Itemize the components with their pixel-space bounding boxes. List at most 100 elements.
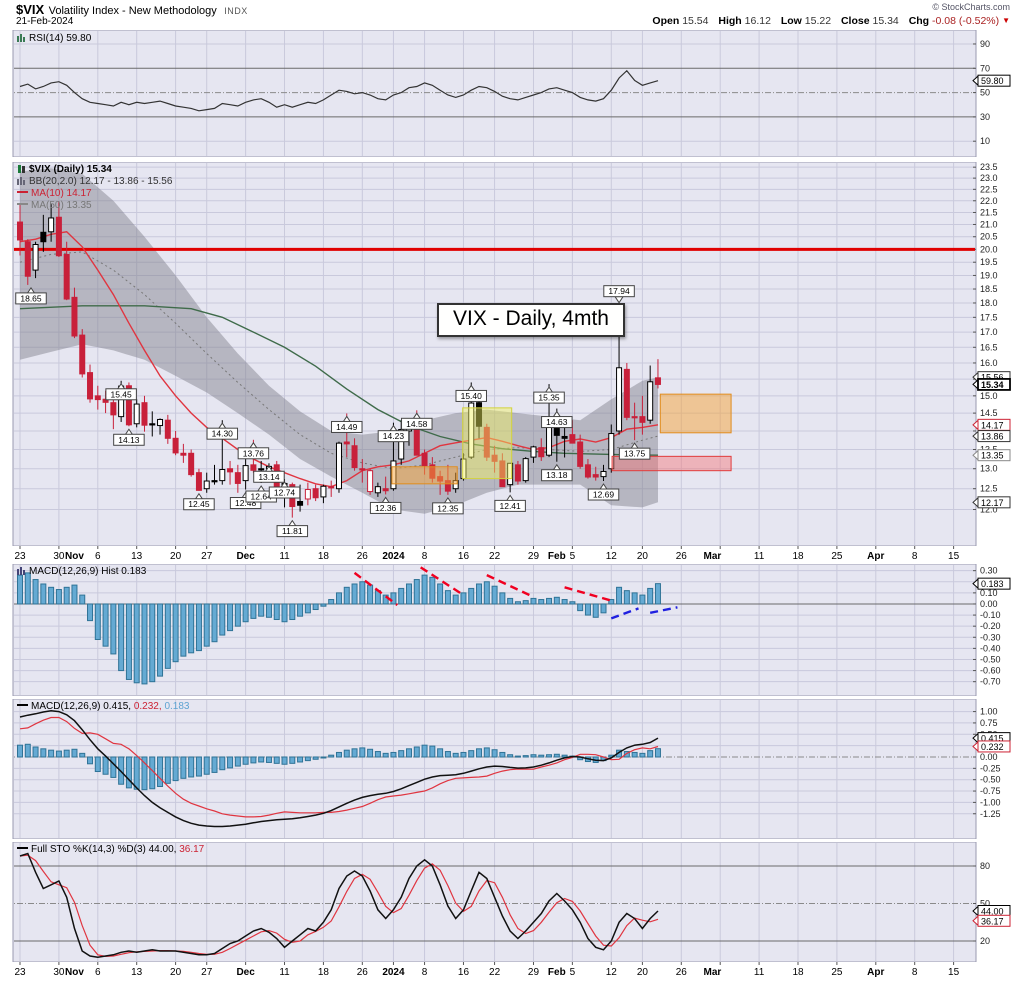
rsi-panel: 90 70 50 30 10 59.80 [12, 30, 1011, 157]
svg-text:12.69: 12.69 [593, 490, 615, 500]
svg-text:6: 6 [95, 967, 101, 978]
svg-text:12.5: 12.5 [980, 484, 998, 494]
svg-text:12.64: 12.64 [251, 492, 273, 502]
hist-panel: 0.30 0.100.00-0.10-0.20-0.30-0.40-0.50 -0.… [12, 564, 1011, 696]
macd-value: 0.415, [103, 701, 132, 712]
svg-text:19.5: 19.5 [980, 257, 998, 267]
chart-annotation-title: VIX - Daily, 4mth [437, 303, 625, 337]
blue-trendline [610, 607, 639, 620]
vix-legend: $VIX (Daily) 15.34 [29, 164, 112, 175]
svg-text:12.48: 12.48 [235, 498, 257, 508]
svg-text:26: 26 [676, 967, 688, 978]
svg-text:Nov: Nov [65, 967, 84, 978]
svg-text:80: 80 [980, 861, 990, 871]
svg-text:6: 6 [95, 551, 101, 562]
svg-text:27: 27 [201, 967, 213, 978]
svg-text:30: 30 [53, 551, 65, 562]
svg-text:27: 27 [201, 551, 213, 562]
svg-text:5: 5 [570, 551, 576, 562]
svg-text:8: 8 [912, 551, 918, 562]
svg-text:0.00: 0.00 [980, 752, 998, 762]
bollinger-band [20, 168, 658, 514]
chart-title: Volatility Index - New Methodology [48, 5, 217, 17]
chg-value: -0.08 (-0.52%) [932, 15, 1000, 27]
svg-text:18.0: 18.0 [980, 298, 998, 308]
svg-text:1.00: 1.00 [980, 707, 998, 717]
macd-hist-value: 0.183 [164, 701, 190, 712]
svg-text:20.5: 20.5 [980, 232, 998, 242]
svg-text:17.94: 17.94 [608, 286, 630, 296]
ma50-line-icon [17, 203, 28, 205]
svg-text:-0.25: -0.25 [980, 763, 1001, 773]
sto-legend-base: Full STO %K(14,3) %D(3) [31, 844, 146, 855]
svg-text:15: 15 [948, 551, 960, 562]
svg-text:59.80: 59.80 [981, 76, 1004, 86]
svg-text:15.34: 15.34 [981, 380, 1004, 390]
svg-text:-0.50: -0.50 [980, 654, 1001, 664]
copyright: © StockCharts.com [932, 2, 1010, 12]
macd-signal-line [19, 716, 659, 818]
svg-text:13.76: 13.76 [243, 448, 265, 458]
svg-text:20: 20 [170, 551, 182, 562]
svg-text:15.45: 15.45 [110, 389, 132, 399]
svg-text:20: 20 [637, 967, 649, 978]
svg-text:0.232: 0.232 [981, 742, 1004, 752]
bb-legend: BB(20,2.0) 12.17 - 13.86 - 15.56 [29, 176, 173, 187]
svg-text:26: 26 [357, 551, 369, 562]
svg-text:13.18: 13.18 [546, 470, 568, 480]
svg-text:20: 20 [637, 551, 649, 562]
candlestick-icon [18, 165, 25, 173]
svg-text:11.81: 11.81 [282, 526, 303, 536]
low-label: Low [780, 15, 802, 27]
chg-down-triangle-icon[interactable]: ▼ [1002, 16, 1010, 25]
orange-zone [659, 393, 732, 434]
svg-text:26: 26 [676, 551, 688, 562]
sto-d-value: 36.17 [179, 844, 205, 855]
svg-text:20: 20 [170, 967, 182, 978]
svg-text:14.17: 14.17 [981, 420, 1004, 430]
svg-text:11: 11 [754, 551, 765, 562]
chg-label: Chg [908, 15, 930, 27]
svg-text:12.17: 12.17 [981, 498, 1004, 508]
x-axis-labels: 23 30 Nov 6 13 20 27 Dec 11 18 26 2024 8 16 22 29 Feb 5 12… [14, 962, 960, 978]
svg-text:18: 18 [792, 967, 804, 978]
svg-text:-1.00: -1.00 [980, 797, 1001, 807]
svg-text:14.58: 14.58 [406, 419, 428, 429]
ma10-line-icon [17, 191, 28, 193]
svg-text:0.00: 0.00 [980, 599, 998, 609]
svg-text:12.36: 12.36 [375, 503, 397, 513]
svg-text:Mar: Mar [704, 967, 722, 978]
svg-text:8: 8 [422, 967, 428, 978]
svg-text:13.35: 13.35 [981, 451, 1004, 461]
ma10-legend: MA(10) 14.17 [31, 188, 92, 199]
svg-text:8: 8 [422, 551, 428, 562]
svg-text:21.5: 21.5 [980, 207, 998, 217]
svg-text:Dec: Dec [236, 967, 255, 978]
svg-text:22: 22 [489, 967, 501, 978]
svg-text:10: 10 [980, 136, 990, 146]
rsi-legend-row: RSI(14) 59.80 [17, 33, 91, 44]
svg-text:18: 18 [792, 551, 804, 562]
svg-text:36.17: 36.17 [981, 916, 1004, 926]
svg-text:-0.50: -0.50 [980, 775, 1001, 785]
macd-hist-legend-row: MACD(12,26,9) Hist 0.183 [17, 566, 146, 577]
rsi-line [19, 69, 659, 112]
indicator-bars-icon [17, 567, 25, 575]
svg-text:90: 90 [980, 39, 990, 49]
svg-text:20: 20 [980, 936, 990, 946]
svg-text:Feb: Feb [548, 967, 566, 978]
svg-text:26: 26 [357, 967, 369, 978]
high-value: 16.12 [744, 15, 771, 27]
orange-zone [391, 466, 458, 485]
svg-text:18.65: 18.65 [20, 293, 42, 303]
ticker-symbol: $VIX [16, 2, 45, 17]
svg-text:15.56: 15.56 [981, 373, 1004, 383]
pink-zone [611, 455, 732, 472]
svg-text:-0.70: -0.70 [980, 677, 1001, 687]
svg-text:30: 30 [980, 112, 990, 122]
svg-text:12.74: 12.74 [274, 488, 296, 498]
svg-text:23.5: 23.5 [980, 162, 998, 172]
svg-text:13.14: 13.14 [258, 472, 280, 482]
rsi-legend: RSI(14) 59.80 [29, 33, 92, 44]
